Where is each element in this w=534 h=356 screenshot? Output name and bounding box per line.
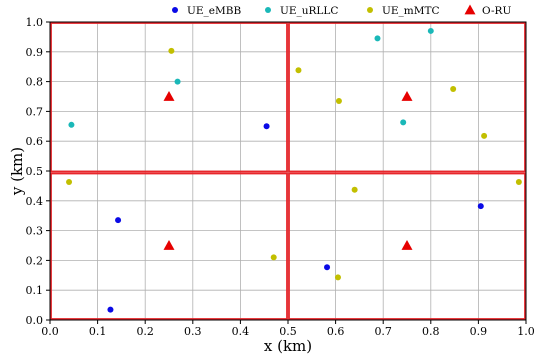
legend-triangle-marker xyxy=(464,4,476,15)
y-tick-label: 0.2 xyxy=(26,254,44,267)
ue-point xyxy=(374,35,381,42)
series-ue-urllc xyxy=(68,27,434,128)
legend-label: UE_uRLLC xyxy=(280,5,338,17)
legend-dot-marker xyxy=(367,7,373,13)
legend-entry: O-RU xyxy=(464,4,511,17)
ue-point xyxy=(450,86,457,93)
cell-boundaries xyxy=(50,22,526,320)
x-tick-label: 0.5 xyxy=(279,325,297,338)
series-o-ru xyxy=(163,91,413,250)
ue-point xyxy=(334,274,341,281)
cell-boundary xyxy=(50,172,288,320)
x-tick-label: 0.6 xyxy=(327,325,345,338)
cell-boundary xyxy=(50,22,288,173)
ue-point xyxy=(351,186,358,193)
legend-dot-marker xyxy=(265,7,271,13)
x-tick-label: 0.3 xyxy=(184,325,202,338)
y-tick-label: 0.9 xyxy=(26,46,44,59)
oru-marker xyxy=(163,240,175,250)
x-tick-label: 0.1 xyxy=(89,325,107,338)
ue-point xyxy=(174,78,181,85)
x-tick-label: 0.2 xyxy=(136,325,154,338)
ue-point xyxy=(481,132,488,139)
ue-point xyxy=(107,306,114,313)
ue-point xyxy=(168,47,175,54)
x-axis-label: x (km) xyxy=(264,337,312,355)
legend-label: UE_mMTC xyxy=(382,5,440,17)
y-tick-label: 0.4 xyxy=(26,195,44,208)
x-axis-ticks: 0.0 0.1 0.2 0.3 0.4 0.5 0.6 0.7 0.8 0.9 1.0 xyxy=(41,320,534,338)
x-tick-label: 1.0 xyxy=(517,325,534,338)
ue-point xyxy=(324,264,331,271)
oru-marker xyxy=(401,91,413,101)
x-tick-label: 0.4 xyxy=(232,325,250,338)
cell-boundary xyxy=(288,22,526,173)
series-ue-embb xyxy=(107,123,484,313)
y-tick-label: 0.1 xyxy=(26,284,44,297)
legend-entry: UE_eMBB xyxy=(172,5,241,17)
y-axis-label: y (km) xyxy=(8,147,26,196)
y-tick-label: 0.5 xyxy=(26,165,44,178)
y-tick-label: 0.8 xyxy=(26,76,44,89)
x-tick-label: 0.9 xyxy=(470,325,488,338)
x-tick-label: 0.0 xyxy=(41,325,59,338)
y-tick-label: 0.7 xyxy=(26,105,44,118)
x-tick-label: 0.7 xyxy=(374,325,392,338)
ue-point xyxy=(270,254,277,261)
legend-label: O-RU xyxy=(482,5,511,17)
ue-point xyxy=(263,123,270,130)
y-axis-ticks: 0.0 0.1 0.2 0.3 0.4 0.5 0.6 0.7 0.8 0.9 1.0 xyxy=(26,16,50,327)
legend: UE_eMBB UE_uRLLC UE_mMTC O-RU xyxy=(172,4,511,17)
cell-boundary xyxy=(288,172,526,320)
y-tick-label: 1.0 xyxy=(26,16,44,29)
ue-point xyxy=(427,27,434,34)
legend-entry: UE_uRLLC xyxy=(265,5,338,17)
ue-point xyxy=(515,179,522,186)
y-tick-label: 0.6 xyxy=(26,135,44,148)
legend-entry: UE_mMTC xyxy=(367,5,440,17)
y-tick-label: 0.0 xyxy=(26,314,44,327)
ue-point xyxy=(66,179,73,186)
oru-marker xyxy=(401,240,413,250)
legend-label: UE_eMBB xyxy=(187,5,241,17)
ue-point xyxy=(68,121,75,128)
ue-point xyxy=(335,97,342,104)
x-tick-label: 0.8 xyxy=(422,325,440,338)
data-points xyxy=(66,27,522,313)
legend-dot-marker xyxy=(172,7,178,13)
oru-marker xyxy=(163,91,175,101)
y-tick-label: 0.3 xyxy=(26,225,44,238)
ue-point xyxy=(400,119,407,126)
ue-point xyxy=(115,217,122,224)
series-ue-mmtc xyxy=(66,47,522,281)
ue-point xyxy=(477,203,484,210)
ue-point xyxy=(295,67,302,74)
